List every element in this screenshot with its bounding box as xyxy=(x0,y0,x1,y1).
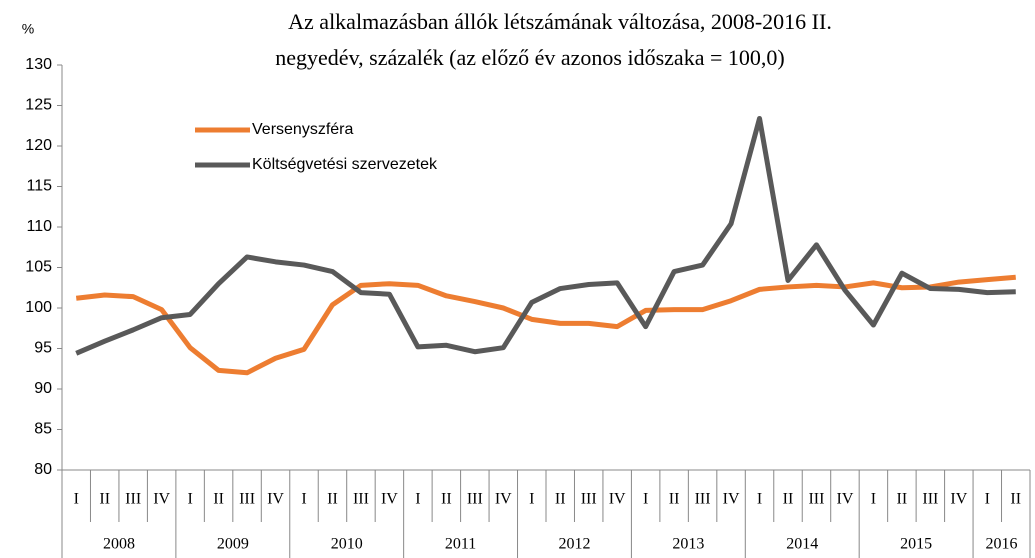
year-label: 2011 xyxy=(445,536,476,553)
series-line xyxy=(75,274,1016,376)
x-tick-label: III xyxy=(467,491,483,508)
year-label: 2008 xyxy=(103,536,135,553)
x-tick-label: I xyxy=(187,491,192,508)
x-tick-label: III xyxy=(695,491,711,508)
y-tick-label: 130 xyxy=(25,56,52,73)
x-tick-label: II xyxy=(669,491,680,508)
x-tick-label: II xyxy=(327,491,338,508)
x-tick-label: IV xyxy=(495,491,512,508)
x-tick-label: I xyxy=(871,491,876,508)
x-tick-label: I xyxy=(529,491,534,508)
y-unit: % xyxy=(22,21,34,37)
x-tick-label: III xyxy=(125,491,141,508)
chart-title: negyedév, százalék (az előző év azonos i… xyxy=(275,45,784,70)
x-tick-label: I xyxy=(985,491,990,508)
year-label: 2009 xyxy=(217,536,249,553)
chart-title: Az alkalmazásban állók létszámának válto… xyxy=(288,9,832,34)
y-tick-label: 95 xyxy=(34,340,52,357)
x-tick-label: IV xyxy=(153,491,170,508)
x-tick-label: III xyxy=(922,491,938,508)
x-tick-label: I xyxy=(757,491,762,508)
y-tick-label: 105 xyxy=(25,259,52,276)
x-tick-label: II xyxy=(555,491,566,508)
x-tick-label: I xyxy=(301,491,306,508)
x-tick-label: I xyxy=(415,491,420,508)
legend-label: Versenyszféra xyxy=(252,121,353,138)
y-tick-label: 90 xyxy=(34,380,52,397)
x-tick-label: IV xyxy=(267,491,284,508)
x-tick-label: I xyxy=(643,491,648,508)
legend-label: Költségvetési szervezetek xyxy=(252,156,438,173)
x-tick-label: II xyxy=(1010,491,1021,508)
y-tick-label: 80 xyxy=(34,461,52,478)
y-tick-label: 110 xyxy=(26,218,52,235)
x-tick-label: II xyxy=(783,491,794,508)
x-tick-label: IV xyxy=(381,491,398,508)
x-tick-label: IV xyxy=(836,491,853,508)
x-tick-label: III xyxy=(239,491,255,508)
series-line xyxy=(75,115,1016,356)
x-tick-label: III xyxy=(808,491,824,508)
x-tick-label: I xyxy=(74,491,79,508)
y-tick-label: 100 xyxy=(25,299,52,316)
x-tick-label: III xyxy=(353,491,369,508)
y-tick-label: 115 xyxy=(26,178,52,195)
x-tick-label: II xyxy=(213,491,224,508)
x-tick-label: II xyxy=(897,491,908,508)
y-tick-label: 120 xyxy=(25,137,52,154)
x-tick-label: II xyxy=(99,491,110,508)
year-label: 2013 xyxy=(672,536,704,553)
year-label: 2012 xyxy=(558,536,590,553)
year-label: 2014 xyxy=(786,536,818,553)
x-tick-label: II xyxy=(441,491,452,508)
y-tick-label: 125 xyxy=(25,97,52,114)
x-tick-label: III xyxy=(581,491,597,508)
year-label: 2016 xyxy=(986,536,1018,553)
y-tick-label: 85 xyxy=(34,421,52,438)
year-label: 2010 xyxy=(331,536,363,553)
x-tick-label: IV xyxy=(950,491,967,508)
x-tick-label: IV xyxy=(723,491,740,508)
year-label: 2015 xyxy=(900,536,932,553)
x-tick-label: IV xyxy=(609,491,626,508)
